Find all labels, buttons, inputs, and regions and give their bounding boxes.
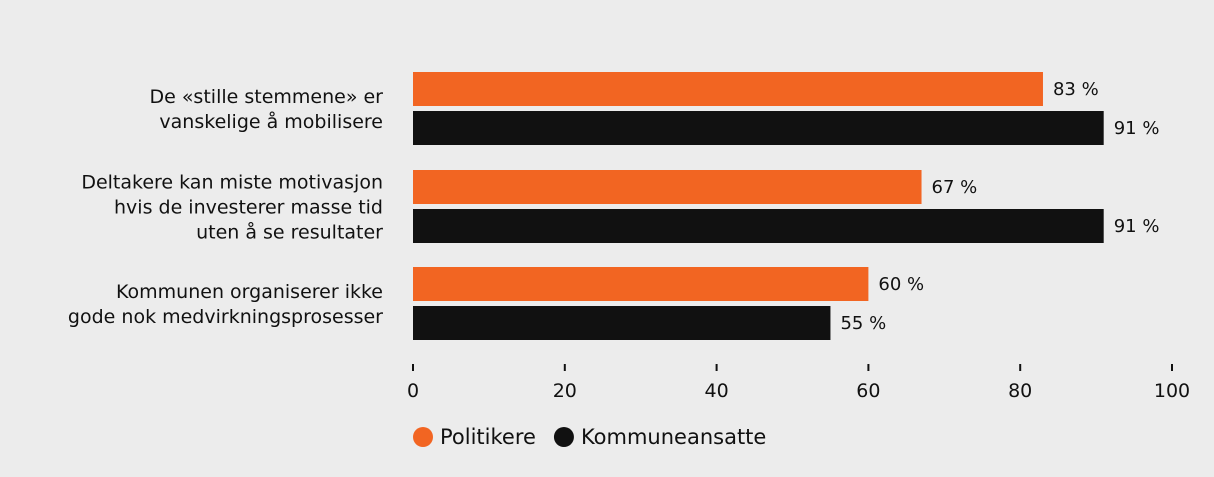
x-tick-label: 40 [705, 380, 729, 402]
value-label-politikere-2: 60 % [878, 274, 924, 295]
x-tick-label: 100 [1154, 380, 1190, 402]
value-label-kommuneansatte-0: 91 % [1114, 118, 1160, 139]
category-label: Deltakere kan miste motivasjon [81, 172, 383, 194]
legend: Politikere Kommuneansatte [413, 425, 766, 449]
x-tick-label: 80 [1008, 380, 1032, 402]
category-label: vanskelige å mobilisere [159, 110, 383, 133]
x-axis: 0 20 40 60 80 100 [407, 364, 1190, 402]
legend-marker-kommuneansatte [553, 427, 574, 447]
value-labels: 83 % 91 % 67 % 91 % 60 % 55 % [840, 79, 1159, 334]
value-label-politikere-0: 83 % [1053, 79, 1099, 100]
bar-kommuneansatte-2 [413, 306, 831, 340]
bar-kommuneansatte-1 [413, 209, 1104, 243]
category-label: hvis de investerer masse tid [114, 197, 383, 219]
value-label-kommuneansatte-1: 91 % [1114, 216, 1160, 237]
legend-marker-politikere [413, 427, 433, 447]
legend-label-politikere: Politikere [440, 425, 536, 449]
x-tick-label: 20 [553, 380, 577, 402]
category-label: uten å se resultater [196, 221, 383, 244]
bar-politikere-1 [413, 170, 922, 204]
bar-politikere-2 [413, 267, 869, 301]
bar-kommuneansatte-0 [413, 111, 1104, 145]
category-label: De «stille stemmene» er [149, 86, 383, 108]
x-tick-label: 0 [407, 380, 419, 402]
category-label: Kommunen organiserer ikke [116, 281, 383, 303]
x-tick-label: 60 [856, 380, 880, 402]
bar-politikere-0 [413, 72, 1043, 106]
value-label-kommuneansatte-2: 55 % [840, 313, 886, 334]
category-label: gode nok medvirkningsprosesser [68, 306, 383, 328]
value-label-politikere-1: 67 % [932, 177, 978, 198]
legend-label-kommuneansatte: Kommuneansatte [581, 425, 766, 449]
bars [413, 72, 1104, 340]
